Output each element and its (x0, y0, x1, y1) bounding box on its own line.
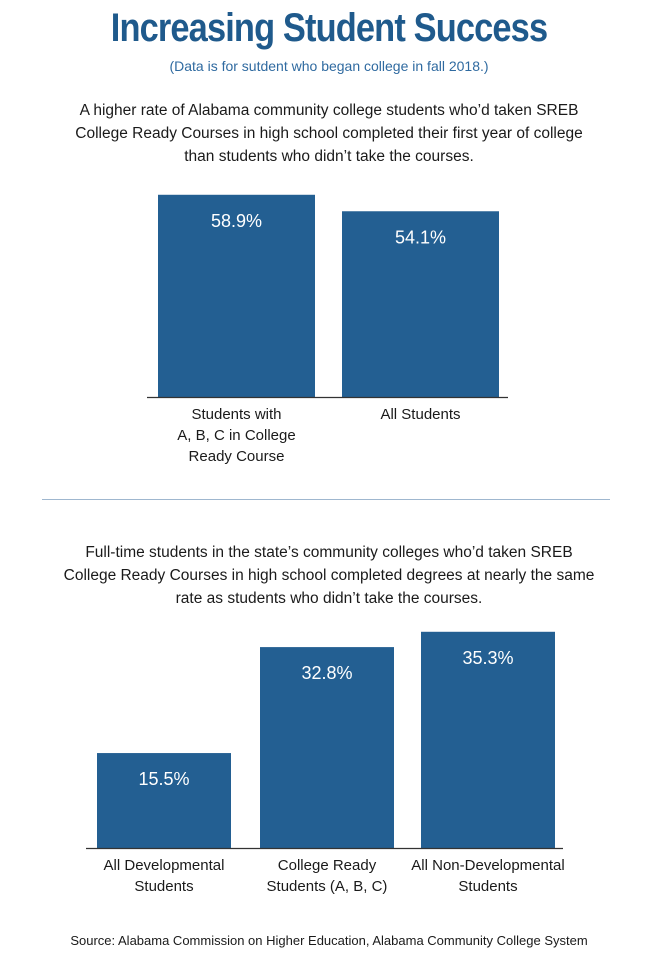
chart1-value-label-1: 58.9% (211, 211, 262, 231)
chart2-bar-chart: 15.5% All Developmental Students 32.8% Colle… (86, 631, 565, 895)
chart2-category-label-2: College Ready Students (A, B, C) (267, 857, 388, 895)
chart2-bar-1 (97, 753, 231, 848)
chart2-category-label-1: All Developmental Students (104, 857, 225, 895)
chart2-value-label-2: 32.8% (301, 663, 352, 683)
section-divider (42, 499, 610, 500)
chart1-bar-1 (158, 194, 315, 397)
chart2-bar-3 (421, 631, 555, 848)
chart1-description: A higher rate of Alabama community colle… (75, 102, 583, 165)
chart1-category-label-2: All Students (380, 406, 460, 423)
chart2-description: Full-time students in the state’s commun… (63, 544, 595, 607)
chart2-value-label-1: 15.5% (138, 769, 189, 789)
chart1-bar-2 (342, 211, 499, 397)
page-title: Increasing Student Success (110, 6, 548, 50)
chart2-value-label-3: 35.3% (462, 648, 513, 668)
chart2-category-label-3: All Non-Developmental Students (411, 857, 564, 895)
source-note: Source: Alabama Commission on Higher Edu… (70, 933, 588, 948)
chart1-category-label-1: Students with A, B, C in College Ready Cou… (177, 406, 295, 465)
chart1-value-label-2: 54.1% (395, 227, 446, 247)
chart1-bar-chart: 58.9% Students with A, B, C in College Read… (147, 194, 508, 465)
page-subtitle: (Data is for sutdent who began college i… (169, 58, 489, 74)
chart2-bar-2 (260, 647, 394, 848)
